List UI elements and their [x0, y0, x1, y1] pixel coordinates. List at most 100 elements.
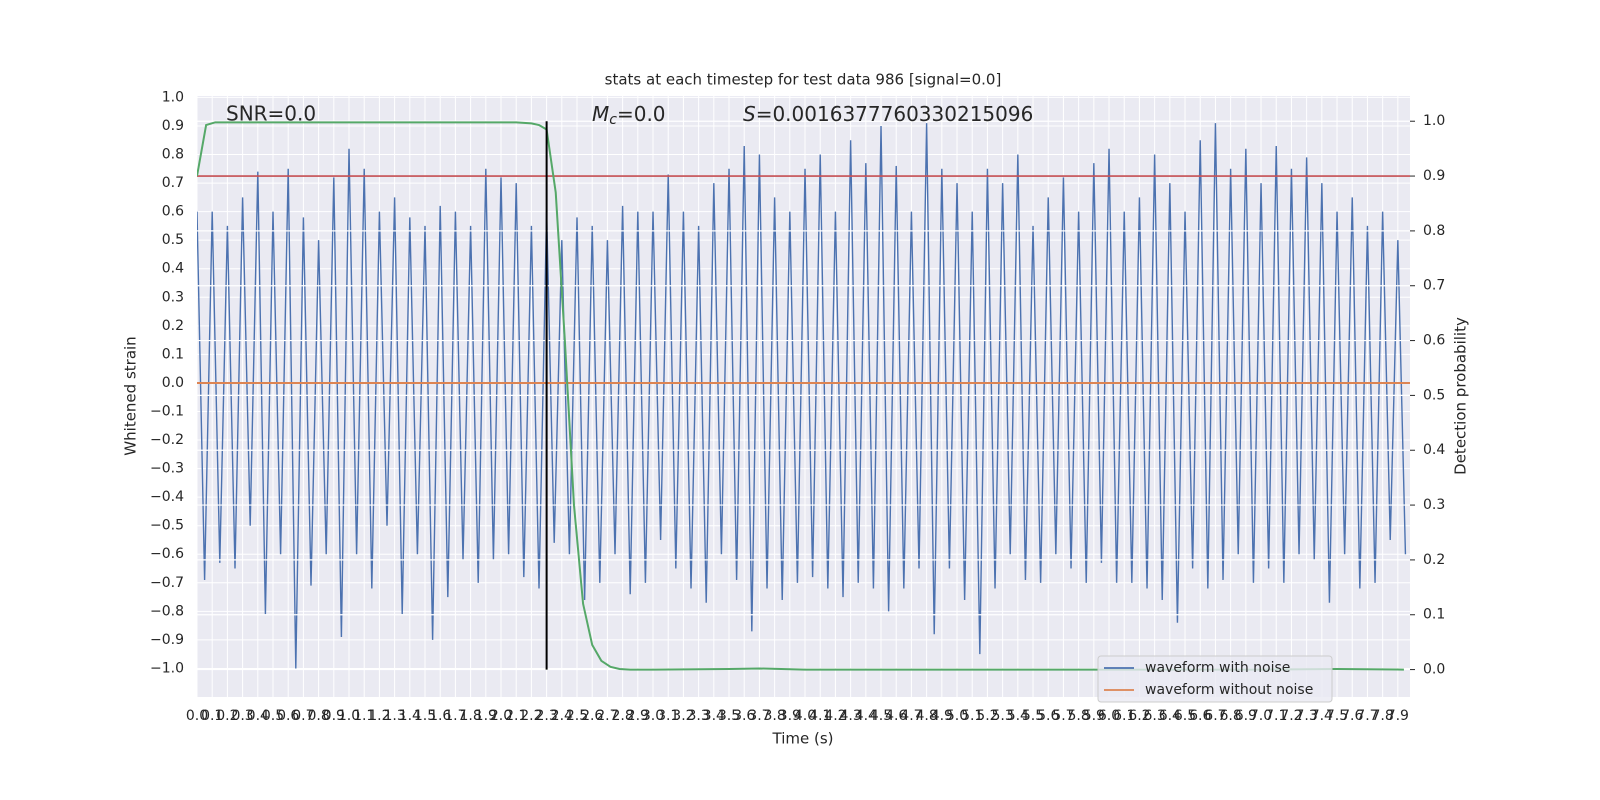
- x-tick-label: 5.4: [1007, 708, 1029, 724]
- x-tick-label: 4.7: [900, 708, 922, 724]
- y-tick-label: 0.9: [162, 118, 184, 134]
- x-tick-label: 7.2: [1280, 708, 1302, 724]
- plot-background: [197, 96, 1410, 697]
- x-tick-label: 6.9: [1235, 708, 1257, 724]
- y-tick-label: 0.5: [162, 232, 184, 248]
- x-tick-label: 6.1: [1113, 708, 1135, 724]
- x-tick-label: 3.2: [672, 708, 694, 724]
- series-line: [197, 123, 1407, 669]
- y2-tick-label: 0.0: [1423, 662, 1445, 678]
- x-tick-label: 6.7: [1204, 708, 1226, 724]
- y2-tick-label: 0.5: [1423, 387, 1445, 403]
- x-tick-label: 1.6: [429, 708, 451, 724]
- annotation-text: =0.0016377760330215096: [756, 102, 1034, 126]
- x-tick-label: 4.8: [915, 708, 937, 724]
- x-tick-label: 5.6: [1037, 708, 1059, 724]
- x-tick-label: 5.7: [1052, 708, 1074, 724]
- x-tick-label: 3.5: [718, 708, 740, 724]
- x-tick-label: 2.2: [520, 708, 542, 724]
- y2-tick-label: 0.6: [1423, 333, 1445, 349]
- x-tick-label: 3.9: [779, 708, 801, 724]
- y2-tick-label: 0.2: [1423, 552, 1445, 568]
- x-tick-label: 1.7: [444, 708, 466, 724]
- x-tick-label: 2.9: [627, 708, 649, 724]
- x-tick-label: 0.9: [323, 708, 345, 724]
- y-tick-label: 0.6: [162, 204, 184, 220]
- x-tick-label: 6.0: [1098, 708, 1120, 724]
- x-tick-label: 6.4: [1159, 708, 1181, 724]
- x-tick-label: 7.6: [1341, 708, 1363, 724]
- y-tick-label: 0.7: [162, 175, 184, 191]
- y-tick-label: 1.0: [162, 89, 184, 105]
- x-tick-label: 5.0: [946, 708, 968, 724]
- x-tick-label: 2.0: [490, 708, 512, 724]
- x-tick-label: 1.4: [399, 708, 421, 724]
- x-tick-label: 5.8: [1067, 708, 1089, 724]
- y2-tick-label: 0.7: [1423, 278, 1445, 294]
- x-tick-label: 4.0: [794, 708, 816, 724]
- x-tick-label: 1.0: [338, 708, 360, 724]
- y-tick-label: −0.6: [150, 546, 184, 562]
- x-tick-label: 3.8: [763, 708, 785, 724]
- x-tick-label: 4.1: [809, 708, 831, 724]
- x-tick-label: 5.2: [976, 708, 998, 724]
- x-tick-label: 7.4: [1311, 708, 1333, 724]
- x-tick-label: 4.2: [824, 708, 846, 724]
- y2-tick-label: 0.9: [1423, 168, 1445, 184]
- y2-tick-label: 0.3: [1423, 497, 1445, 513]
- y-tick-label: 0.3: [162, 289, 184, 305]
- x-tick-label: 0.3: [231, 708, 253, 724]
- x-tick-label: 7.8: [1372, 708, 1394, 724]
- x-tick-label: 2.5: [566, 708, 588, 724]
- y-axis-label: Whitened strain: [122, 336, 140, 455]
- x-tick-label: 3.0: [642, 708, 664, 724]
- y2-tick-label: 0.1: [1423, 607, 1445, 623]
- x-tick-label: 3.1: [657, 708, 679, 724]
- x-tick-label: 0.1: [201, 708, 223, 724]
- x-tick-label: 7.3: [1296, 708, 1318, 724]
- y-tick-label: −1.0: [150, 660, 184, 676]
- over-layer: 0.00.10.20.30.40.50.60.70.80.91.01.11.21…: [150, 89, 1445, 724]
- x-axis-label: Time (s): [772, 730, 834, 748]
- x-tick-label: 3.7: [748, 708, 770, 724]
- x-tick-label: 1.2: [368, 708, 390, 724]
- annotation-symbol: S: [743, 102, 756, 126]
- legend: waveform with noise waveform without nois…: [1097, 655, 1333, 703]
- annotation-subscript: c: [609, 112, 617, 128]
- x-tick-label: 6.5: [1174, 708, 1196, 724]
- x-tick-label: 0.0: [186, 708, 208, 724]
- x-tick-label: 2.1: [505, 708, 527, 724]
- x-tick-label: 1.9: [475, 708, 497, 724]
- x-tick-label: 3.6: [733, 708, 755, 724]
- x-tick-label: 1.3: [383, 708, 405, 724]
- x-tick-label: 0.4: [247, 708, 269, 724]
- y2-tick-label: 0.8: [1423, 223, 1445, 239]
- x-tick-label: 3.3: [687, 708, 709, 724]
- x-tick-label: 0.2: [216, 708, 238, 724]
- x-tick-label: 0.7: [292, 708, 314, 724]
- x-tick-label: 4.4: [855, 708, 877, 724]
- x-tick-label: 2.8: [611, 708, 633, 724]
- x-tick-label: 5.5: [1022, 708, 1044, 724]
- x-tick-label: 7.5: [1326, 708, 1348, 724]
- legend-label: waveform with noise: [1145, 660, 1290, 676]
- y-tick-label: 0.0: [162, 375, 184, 391]
- x-tick-label: 1.1: [353, 708, 375, 724]
- x-tick-label: 0.6: [277, 708, 299, 724]
- y-tick-label: 0.8: [162, 147, 184, 163]
- y2-tick-label: 1.0: [1423, 113, 1445, 129]
- y-tick-label: −0.4: [150, 489, 184, 505]
- x-tick-label: 7.7: [1356, 708, 1378, 724]
- legend-box: [1097, 655, 1333, 703]
- x-tick-label: 5.1: [961, 708, 983, 724]
- y2-axis-label: Detection probability: [1452, 317, 1470, 475]
- annotation: SNR=0.0: [226, 102, 316, 126]
- data-layer: [197, 120, 1410, 671]
- x-tick-label: 6.3: [1143, 708, 1165, 724]
- y-tick-label: −0.7: [150, 575, 184, 591]
- x-tick-label: 4.5: [870, 708, 892, 724]
- y2-tick-label: 0.4: [1423, 442, 1445, 458]
- chart-title: stats at each timestep for test data 986…: [605, 71, 1002, 89]
- annotation: S=0.0016377760330215096: [743, 102, 1033, 126]
